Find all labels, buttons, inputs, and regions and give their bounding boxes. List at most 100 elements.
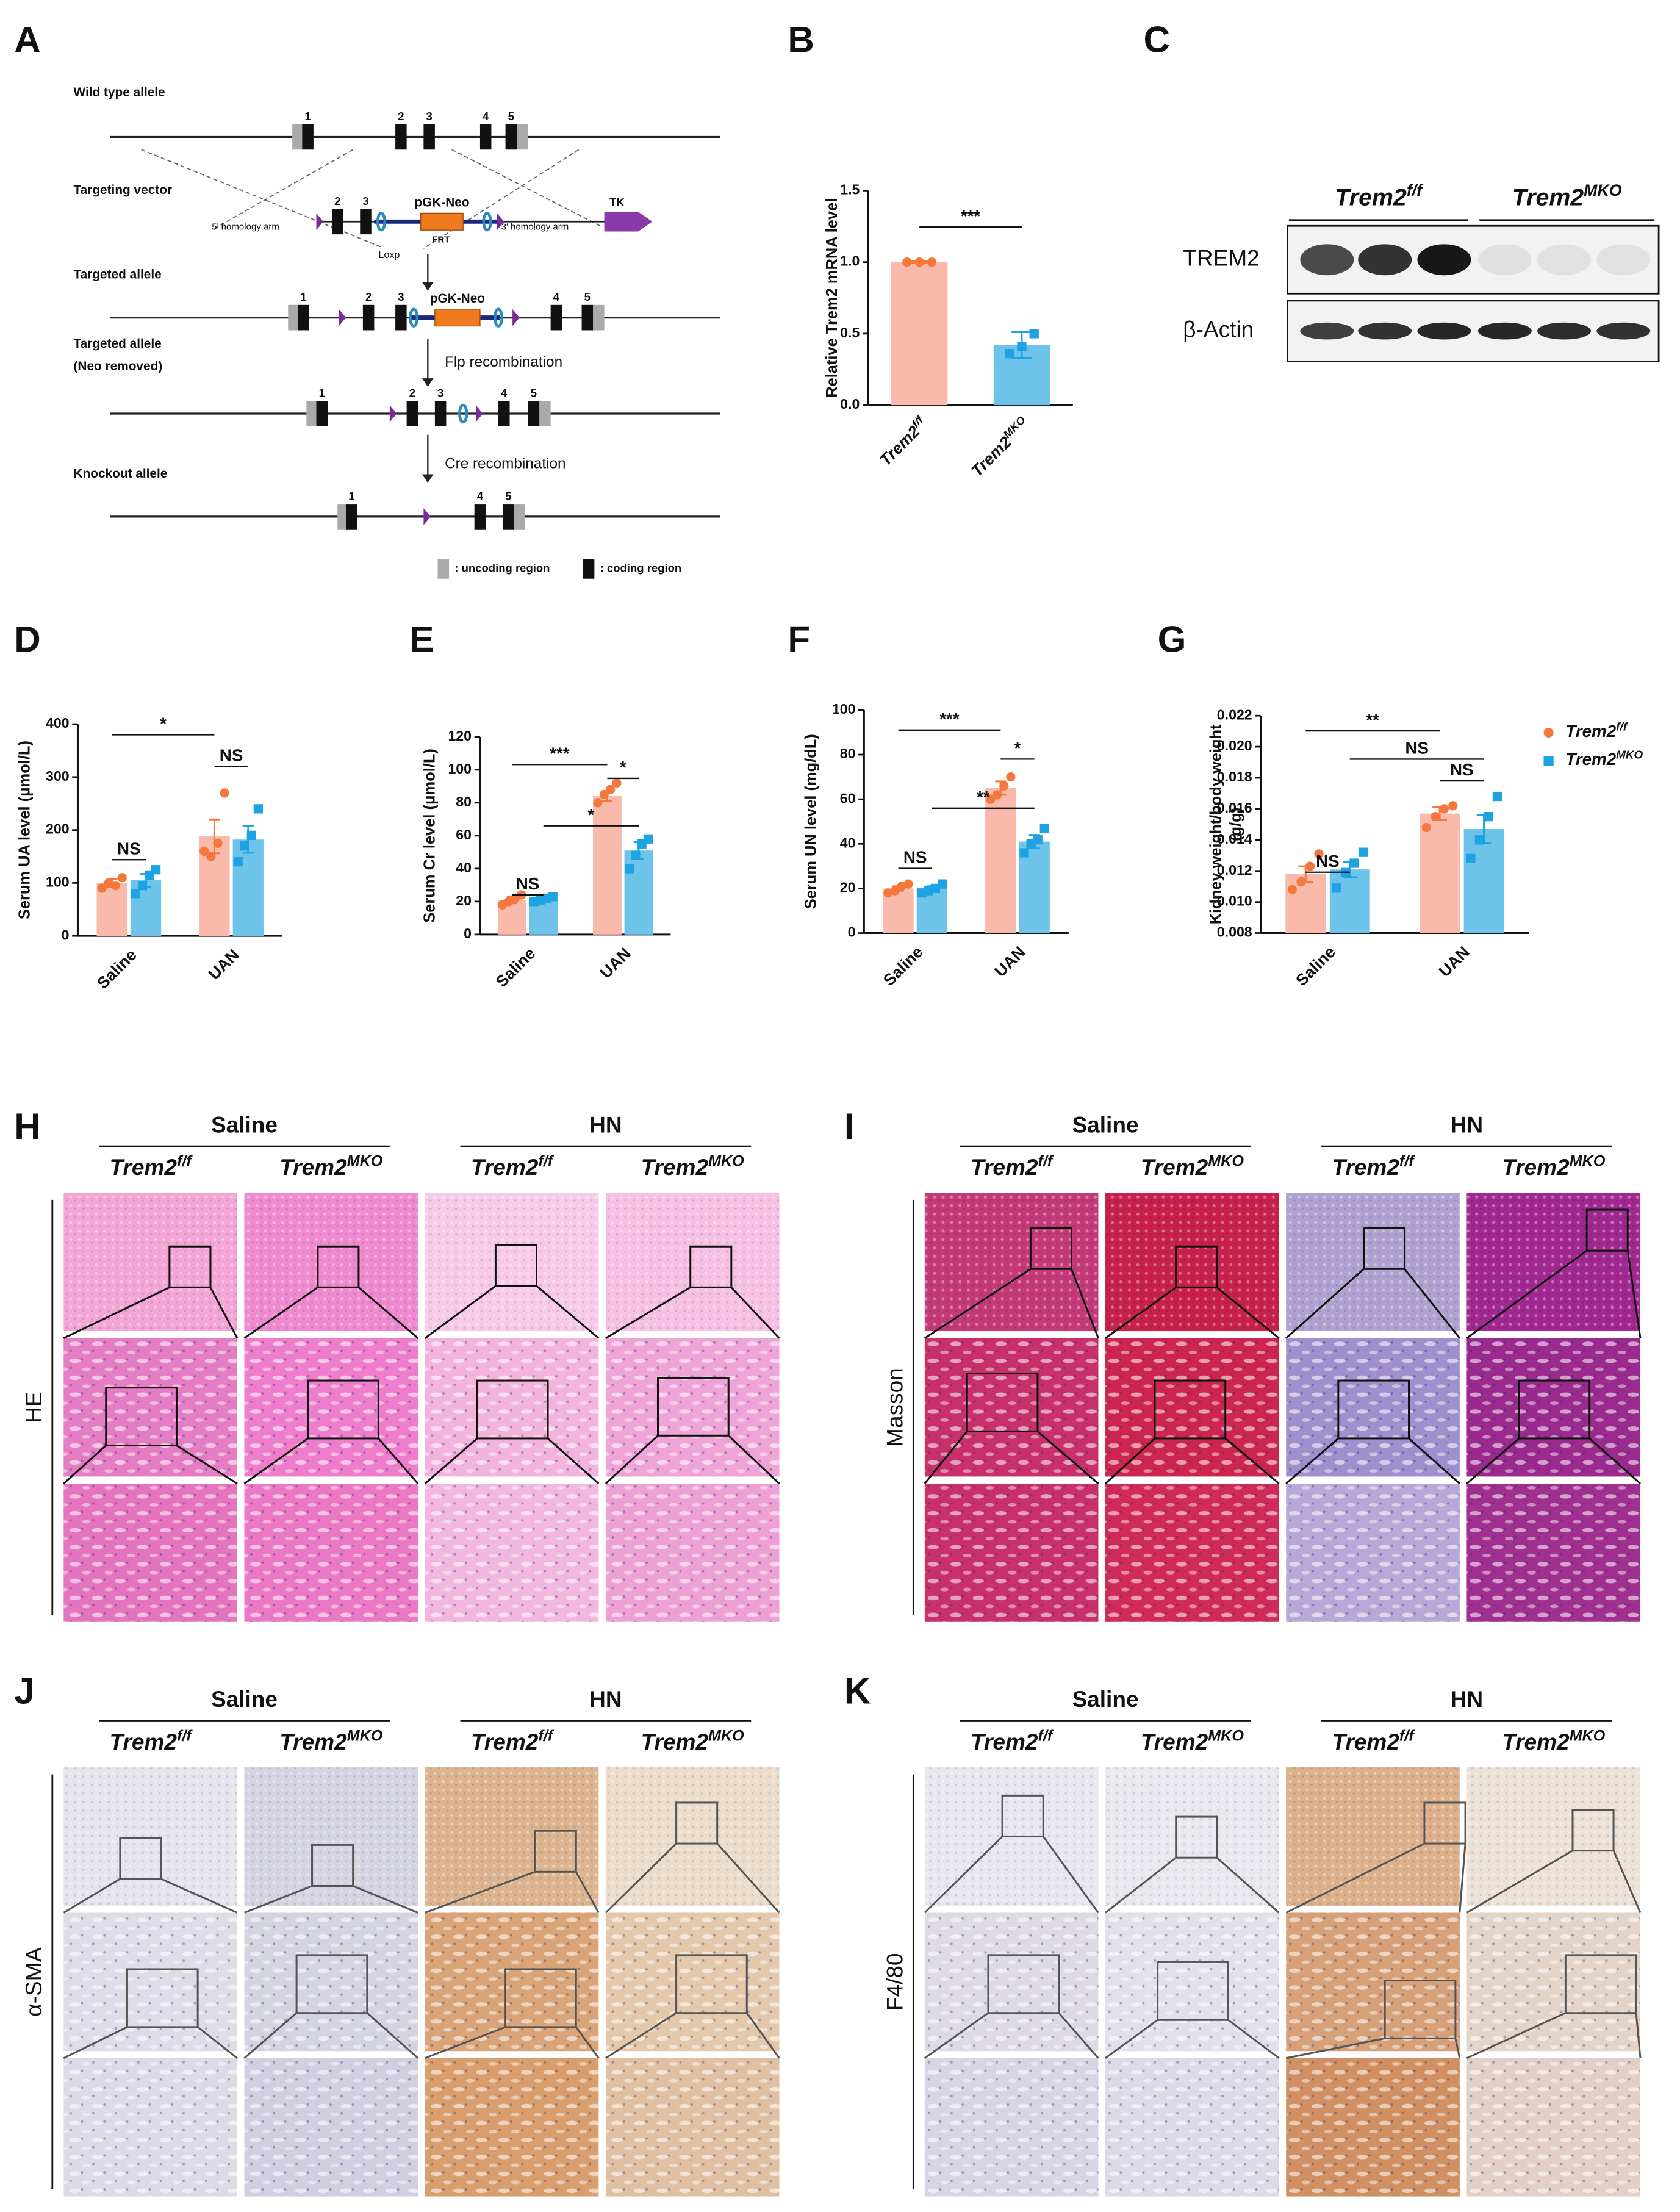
legend-label: : uncoding region [454, 561, 550, 574]
significance-label: NS [117, 839, 141, 858]
zoom-line [924, 2012, 989, 2059]
panel-letter: K [844, 1671, 871, 1712]
data-point [151, 865, 161, 875]
data-point [220, 788, 229, 798]
uncoding-region [292, 124, 304, 150]
data-point [914, 257, 924, 267]
data-point [1543, 756, 1554, 766]
blot-band [1596, 244, 1651, 276]
y-tick-label: 0.014 [1217, 831, 1252, 847]
histology-texture [63, 1483, 237, 1622]
genotype-header: Trem2f/f [110, 1152, 193, 1179]
zoom-line [1285, 2037, 1385, 2059]
significance-label: *** [939, 709, 960, 728]
data-point [110, 881, 120, 891]
zoom-line [63, 1286, 170, 1340]
loxp-site [475, 405, 483, 422]
allele-label: Targeted allele [74, 268, 162, 282]
zoom-line [378, 1437, 419, 1484]
zoom-line [728, 1435, 780, 1485]
y-tick-label: 0.022 [1217, 706, 1252, 722]
data-point [199, 846, 209, 856]
histology-texture [425, 2058, 599, 2197]
data-point [890, 886, 900, 896]
data-point [137, 881, 148, 891]
histology-texture [924, 1912, 1099, 2052]
x-tick-label: UAN [205, 946, 243, 983]
zoom-line [536, 1285, 600, 1339]
significance-label: NS [1316, 852, 1340, 871]
loxp-site [316, 213, 324, 231]
bar [593, 796, 622, 935]
data-point [240, 841, 249, 851]
zoom-box [966, 1372, 1039, 1432]
zoom-box [656, 1376, 730, 1437]
bar [1463, 828, 1504, 933]
zoom-box [307, 1379, 379, 1440]
histology-texture [63, 1338, 237, 1477]
histology-texture [244, 1483, 418, 1622]
zoom-line [1635, 2013, 1642, 2058]
zoom-line [160, 1878, 238, 1914]
zoom-box [311, 1844, 354, 1887]
zoom-box [987, 1954, 1060, 2014]
blot-row-label: TREM2 [1183, 245, 1259, 271]
y-tick-label: 0.020 [1217, 738, 1252, 753]
histology-texture [605, 1338, 780, 1477]
blot-band [1300, 322, 1354, 340]
loxp-site [512, 309, 520, 326]
neo-cassette [434, 309, 481, 327]
y-axis-label: Kidney weight/body weight [1208, 724, 1225, 924]
legend-label: Trem2MKO [1565, 749, 1643, 769]
y-tick-label: 400 [46, 715, 70, 731]
y-axis-label: Serum UA level (μmol/L) [16, 741, 34, 919]
allele-label: Targeted allele [74, 337, 162, 351]
data-point [206, 852, 216, 861]
histology-texture [244, 1912, 418, 2052]
zoom-line [1042, 1836, 1099, 1914]
zoom-line [1404, 1268, 1461, 1339]
zoom-line [924, 1836, 1003, 1914]
genotype-header: Trem2MKO [1502, 1727, 1606, 1754]
exon [581, 304, 594, 331]
exon [502, 504, 514, 530]
genotype-header: Trem2MKO [1141, 1152, 1244, 1179]
blot-group: Trem2MKO [1512, 181, 1622, 210]
allele-label: Targeting vector [74, 183, 173, 197]
histology-texture [605, 1912, 780, 2052]
exon [331, 209, 343, 235]
exon [505, 124, 517, 150]
y-axis-label: Serum UN level (mg/dL) [802, 734, 819, 909]
significance-label: NS [220, 746, 243, 765]
significance-label: NS [1405, 739, 1429, 758]
histology-texture [1105, 1338, 1279, 1477]
data-point [1421, 822, 1431, 833]
histology-texture [1105, 2058, 1279, 2197]
genotype-header: Trem2MKO [1141, 1727, 1244, 1754]
zoom-line [1227, 2019, 1280, 2059]
x-tick-label: Saline [880, 943, 927, 989]
data-point [1287, 885, 1298, 894]
exon-number: 5 [584, 290, 591, 303]
zoom-line [730, 1287, 780, 1339]
y-tick-label: 0.018 [1217, 769, 1252, 785]
significance-label: NS [516, 874, 540, 893]
exon [360, 209, 372, 235]
zoom-box [1001, 1794, 1044, 1837]
y-tick-label: 80 [840, 745, 856, 761]
histology-texture [63, 1767, 237, 1906]
histology-texture [244, 1767, 418, 1906]
frt-site [376, 212, 387, 232]
zoom-line [924, 1268, 1032, 1339]
y-tick-label: 120 [448, 728, 472, 744]
panel-letter: C [1144, 19, 1170, 60]
data-point [246, 830, 256, 840]
data-point [233, 857, 243, 867]
data-point [643, 834, 653, 844]
blot-band [1537, 322, 1592, 340]
data-point [902, 257, 912, 267]
zoom-line [63, 2026, 128, 2059]
zoom-line [1071, 1268, 1099, 1339]
data-point [937, 879, 947, 889]
legend-label: Trem2f/f [1565, 720, 1628, 741]
